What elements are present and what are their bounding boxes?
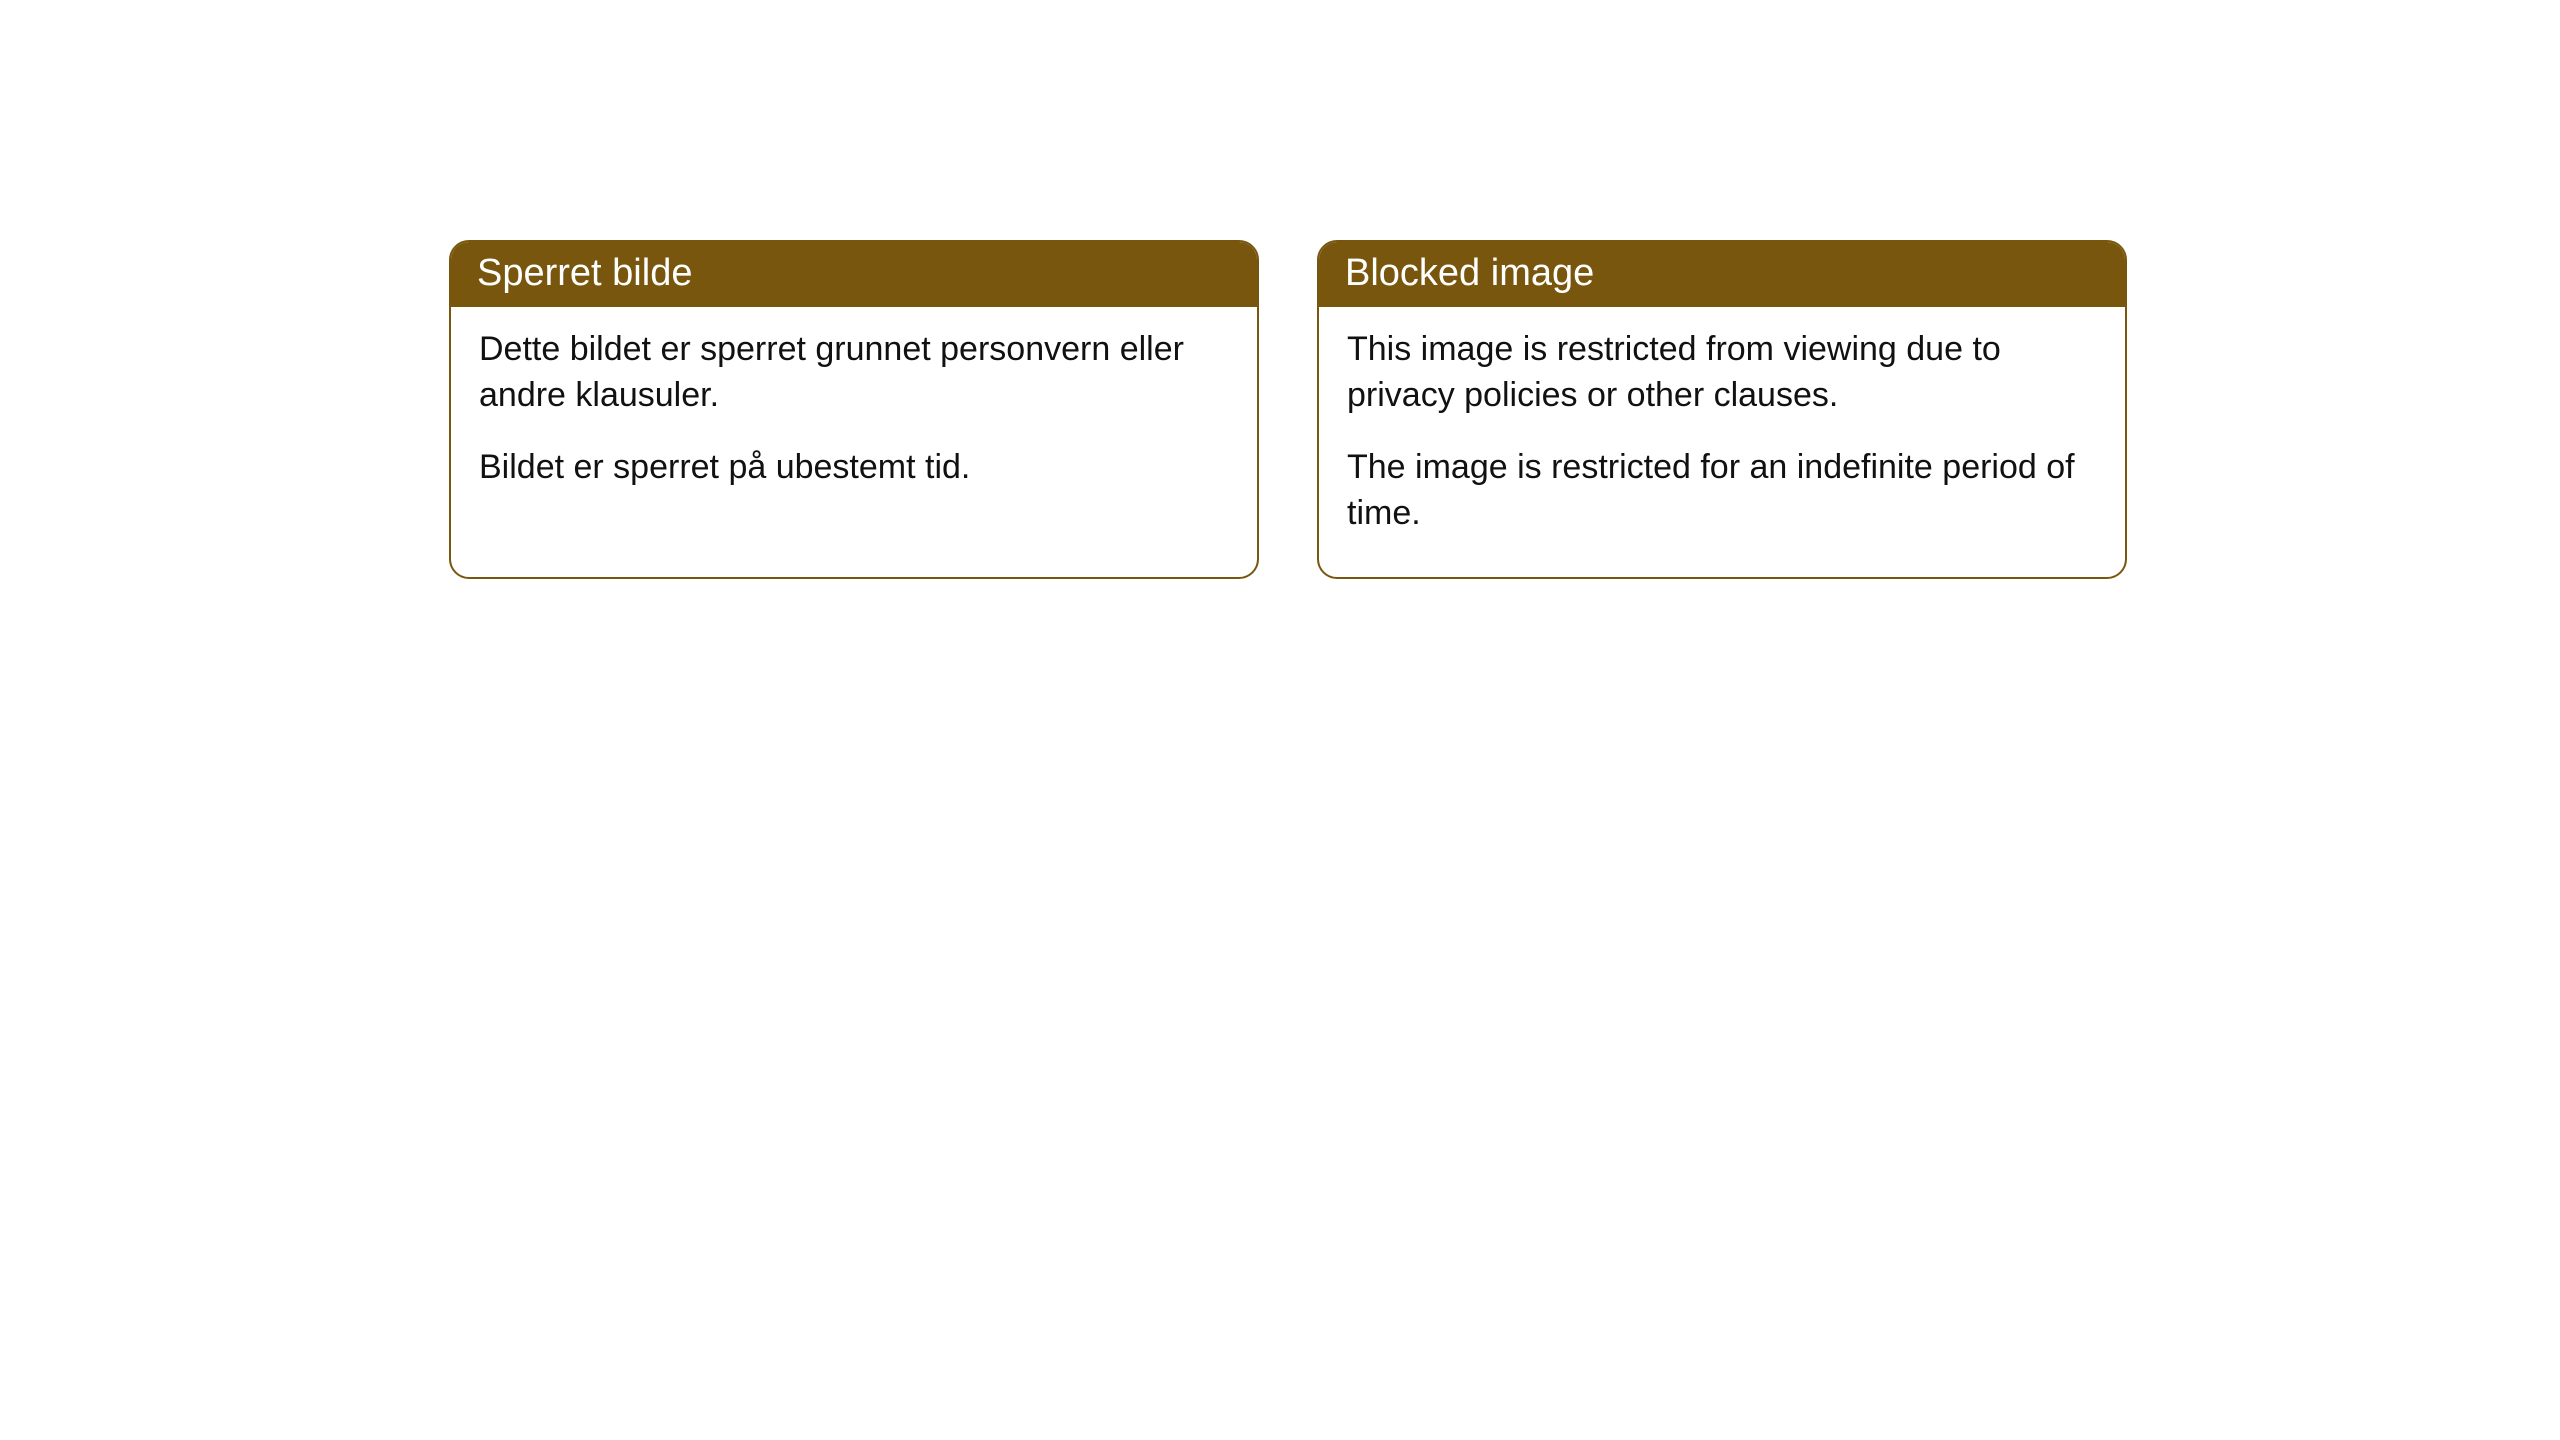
card-header: Blocked image	[1319, 242, 2125, 307]
card-header: Sperret bilde	[451, 242, 1257, 307]
card-body: Dette bildet er sperret grunnet personve…	[451, 307, 1257, 531]
notice-card-english: Blocked image This image is restricted f…	[1317, 240, 2127, 579]
notice-cards-container: Sperret bilde Dette bildet er sperret gr…	[449, 240, 2127, 579]
card-paragraph: This image is restricted from viewing du…	[1347, 327, 2097, 419]
card-body: This image is restricted from viewing du…	[1319, 307, 2125, 577]
notice-card-norwegian: Sperret bilde Dette bildet er sperret gr…	[449, 240, 1259, 579]
card-paragraph: Dette bildet er sperret grunnet personve…	[479, 327, 1229, 419]
card-paragraph: The image is restricted for an indefinit…	[1347, 445, 2097, 537]
card-paragraph: Bildet er sperret på ubestemt tid.	[479, 445, 1229, 491]
